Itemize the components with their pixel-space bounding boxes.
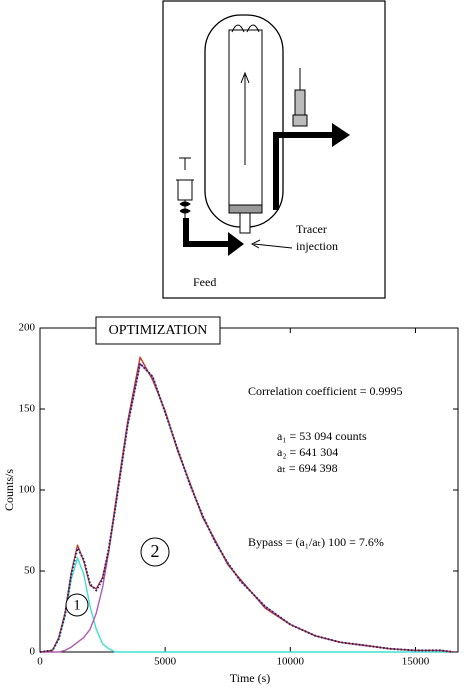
feed-pipe (183, 218, 232, 247)
series-line (40, 362, 454, 653)
y-tick-label: 50 (24, 565, 36, 577)
y-tick-label: 150 (19, 403, 36, 415)
series-line (39, 557, 453, 653)
x-tick-label: 15000 (402, 656, 430, 668)
syringe (176, 157, 194, 218)
chart-title: OPTIMIZATION (109, 323, 208, 338)
diagram: Tracer injection Feed (162, 0, 386, 299)
nozzle (239, 212, 251, 234)
plot-frame (39, 327, 459, 653)
annotation: aₜ = 694 398 (277, 461, 338, 475)
diagram-label: Feed (193, 275, 216, 289)
outlet-pipe (273, 132, 335, 210)
detector-probe (292, 68, 308, 127)
y-tick-label: 100 (19, 484, 36, 496)
flow-arrow (240, 71, 250, 165)
flow-loops (231, 24, 260, 33)
peak-circle (140, 537, 170, 567)
tracer-arrow (250, 239, 293, 249)
x-axis-label: Time (s) (230, 671, 271, 685)
series-line (39, 356, 454, 653)
diagram-label: Tracer (296, 222, 327, 236)
x-tick-label: 5000 (154, 656, 177, 668)
y-tick-label: 200 (19, 322, 36, 334)
outlet-arrowhead (332, 123, 350, 147)
title-box (95, 316, 221, 345)
peak-label: 2 (151, 541, 160, 561)
y-axis-label: Counts/s (2, 469, 16, 511)
annotation: Correlation coefficient = 0.9995 (248, 384, 403, 398)
annotation: Bypass = (a₁/aₜ) 100 = 7.6% (248, 535, 384, 549)
diagram-frame (162, 0, 386, 299)
peak-circle (65, 593, 89, 617)
x-tick-label: 0 (37, 656, 43, 668)
syringe-tip (179, 201, 191, 214)
annotation: a₁ = 53 094 counts (277, 429, 367, 443)
y-tick-label: 0 (30, 646, 36, 658)
diagram-label: injection (296, 239, 338, 253)
series-line (39, 362, 454, 653)
feed-arrowhead (228, 232, 244, 256)
x-tick-label: 10000 (277, 656, 305, 668)
peak-label: 1 (73, 597, 81, 613)
annotation: a₂ = 641 304 (277, 445, 338, 459)
distributor (228, 204, 263, 214)
